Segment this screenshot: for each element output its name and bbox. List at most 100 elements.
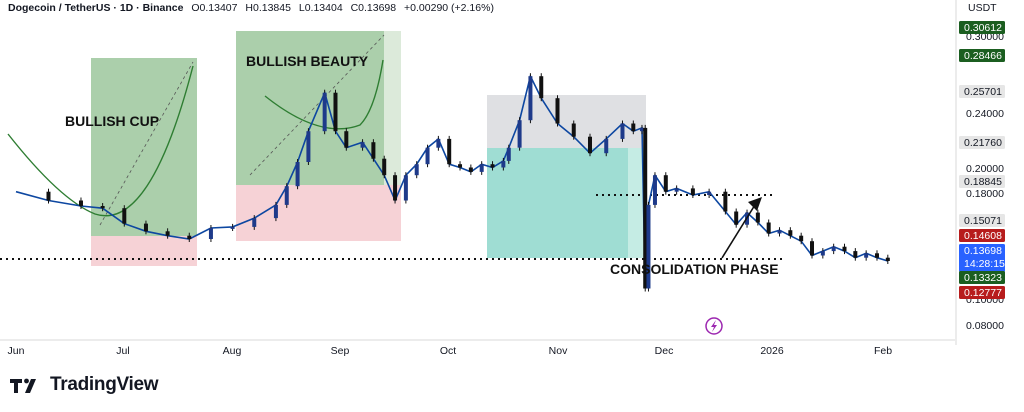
candle-body	[425, 147, 430, 165]
candle-body	[820, 251, 825, 256]
candle-body	[468, 167, 473, 172]
price-tag	[959, 214, 1005, 227]
price-tag-label: 0.21760	[964, 137, 1002, 149]
price-tag	[959, 85, 1005, 98]
candle-body	[643, 127, 648, 289]
candle-body	[620, 123, 625, 139]
candle-body	[436, 138, 441, 148]
candle-body	[539, 76, 544, 99]
candle-body	[631, 123, 636, 132]
y-tick-label: 0.08000	[966, 320, 1004, 332]
candle-body	[414, 164, 419, 176]
candle-body	[187, 235, 192, 239]
candle-body	[252, 218, 257, 227]
candle-body	[842, 246, 847, 252]
candle-body	[571, 123, 576, 137]
price-tag	[959, 175, 1005, 188]
candle-body	[766, 222, 771, 234]
beauty-trend-dashed	[249, 34, 385, 176]
x-tick-label: Nov	[549, 345, 568, 357]
annotation-label: BULLISH BEAUTY	[246, 53, 369, 69]
candle-body	[734, 211, 739, 225]
symbol-title[interactable]: Dogecoin / TetherUS · 1D · Binance	[8, 2, 184, 14]
ohlc-low: L0.13404	[298, 2, 343, 14]
candle-body	[639, 127, 644, 132]
candle-body	[874, 253, 879, 258]
x-tick-label: Oct	[440, 345, 456, 357]
x-tick-label: Aug	[223, 345, 242, 357]
bullish-cup-box	[91, 58, 197, 236]
candle-body	[690, 188, 695, 195]
candle-body	[604, 138, 609, 154]
candle-body	[755, 212, 760, 223]
candle-body	[663, 175, 668, 192]
price-tag-label: 0.13698	[964, 245, 1002, 257]
price-tag-label: 0.13323	[964, 272, 1002, 284]
consolidation-fade-box	[628, 148, 646, 258]
candle-body	[458, 164, 463, 168]
candle-body	[273, 204, 278, 219]
price-unit: USDT	[968, 2, 997, 14]
candle-body	[799, 235, 804, 242]
x-tick-label: Dec	[655, 345, 674, 357]
candle-body	[403, 175, 408, 201]
candle-body	[306, 131, 311, 162]
candle-body	[501, 160, 506, 168]
bullish-cup-stop-box	[91, 236, 197, 266]
candle-body	[295, 162, 300, 187]
x-tick-label: Jul	[116, 345, 129, 357]
candle-body	[864, 253, 869, 258]
candle-body	[100, 206, 105, 209]
candle-body	[78, 200, 83, 206]
ohlc-high: H0.13845	[245, 2, 291, 14]
annotation-label: CONSOLIDATION PHASE	[610, 261, 779, 277]
candle-body	[777, 230, 782, 234]
price-tag-label: 0.28466	[964, 50, 1002, 62]
price-tag	[959, 229, 1005, 242]
candle-body	[528, 76, 533, 121]
price-tag-label: 0.12777	[964, 287, 1002, 299]
y-tick-label: 0.24000	[966, 108, 1004, 120]
candle-body	[371, 142, 376, 159]
price-tag	[959, 271, 1005, 284]
candle-body	[587, 136, 592, 154]
bullish-beauty-fade-box	[384, 31, 401, 185]
ohlc-open: O0.13407	[191, 2, 238, 14]
candle-body	[555, 98, 560, 124]
candle-body	[490, 164, 495, 168]
ohlc-close: C0.13698	[350, 2, 397, 14]
candle-body	[46, 191, 51, 201]
price-tag-label: 0.18845	[964, 176, 1002, 188]
price-tag-label: 0.14608	[964, 230, 1002, 242]
y-tick-label: 0.20000	[966, 163, 1004, 175]
candle-body	[517, 120, 522, 148]
candle-body	[479, 164, 484, 172]
price-tag-label: 0.15071	[964, 215, 1002, 227]
candle-body	[143, 223, 148, 232]
candle-body	[208, 228, 213, 239]
candle-body	[447, 138, 452, 165]
brand-name: TradingView	[50, 374, 159, 395]
candle-body	[885, 257, 890, 261]
candle-body	[723, 191, 728, 212]
price-tag	[959, 21, 1005, 34]
candle-body	[165, 231, 170, 236]
candle-body	[393, 175, 398, 201]
candle-body	[674, 188, 679, 192]
candle-body	[382, 158, 387, 176]
bullish-beauty-curve	[264, 59, 384, 130]
x-tick-label: Jun	[8, 345, 25, 357]
candle-body	[810, 241, 815, 256]
price-tag-label: 0.30612	[964, 22, 1002, 34]
price-tag	[959, 136, 1005, 149]
candle-body	[652, 175, 657, 205]
x-tick-label: Feb	[874, 345, 892, 357]
brand-logo[interactable]: TradingView	[10, 374, 159, 396]
annotation-label: BULLISH CUP	[65, 113, 159, 129]
bullish-beauty-stop-box	[236, 185, 401, 241]
candle-body	[284, 186, 289, 205]
candle-body	[322, 92, 327, 132]
candle-body	[646, 204, 651, 289]
consolidation-target-box	[487, 95, 646, 148]
